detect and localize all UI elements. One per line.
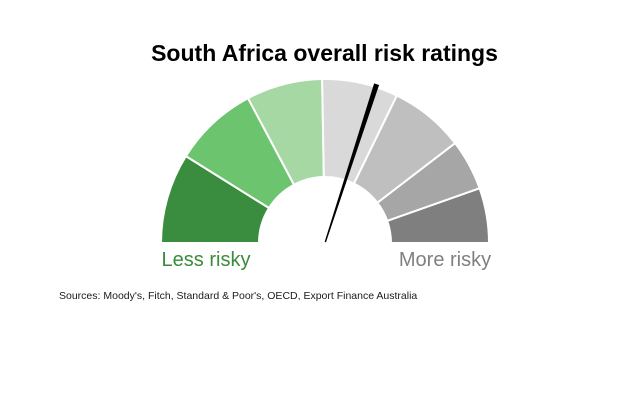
source-note: Sources: Moody's, Fitch, Standard & Poor… bbox=[59, 290, 418, 302]
gauge-segment-grey-dark bbox=[386, 187, 490, 244]
less-risky-label: Less risky bbox=[161, 249, 251, 271]
chart-title: South Africa overall risk ratings bbox=[151, 40, 498, 66]
more-risky-label: More risky bbox=[398, 249, 492, 271]
gauge-needle bbox=[324, 83, 380, 243]
